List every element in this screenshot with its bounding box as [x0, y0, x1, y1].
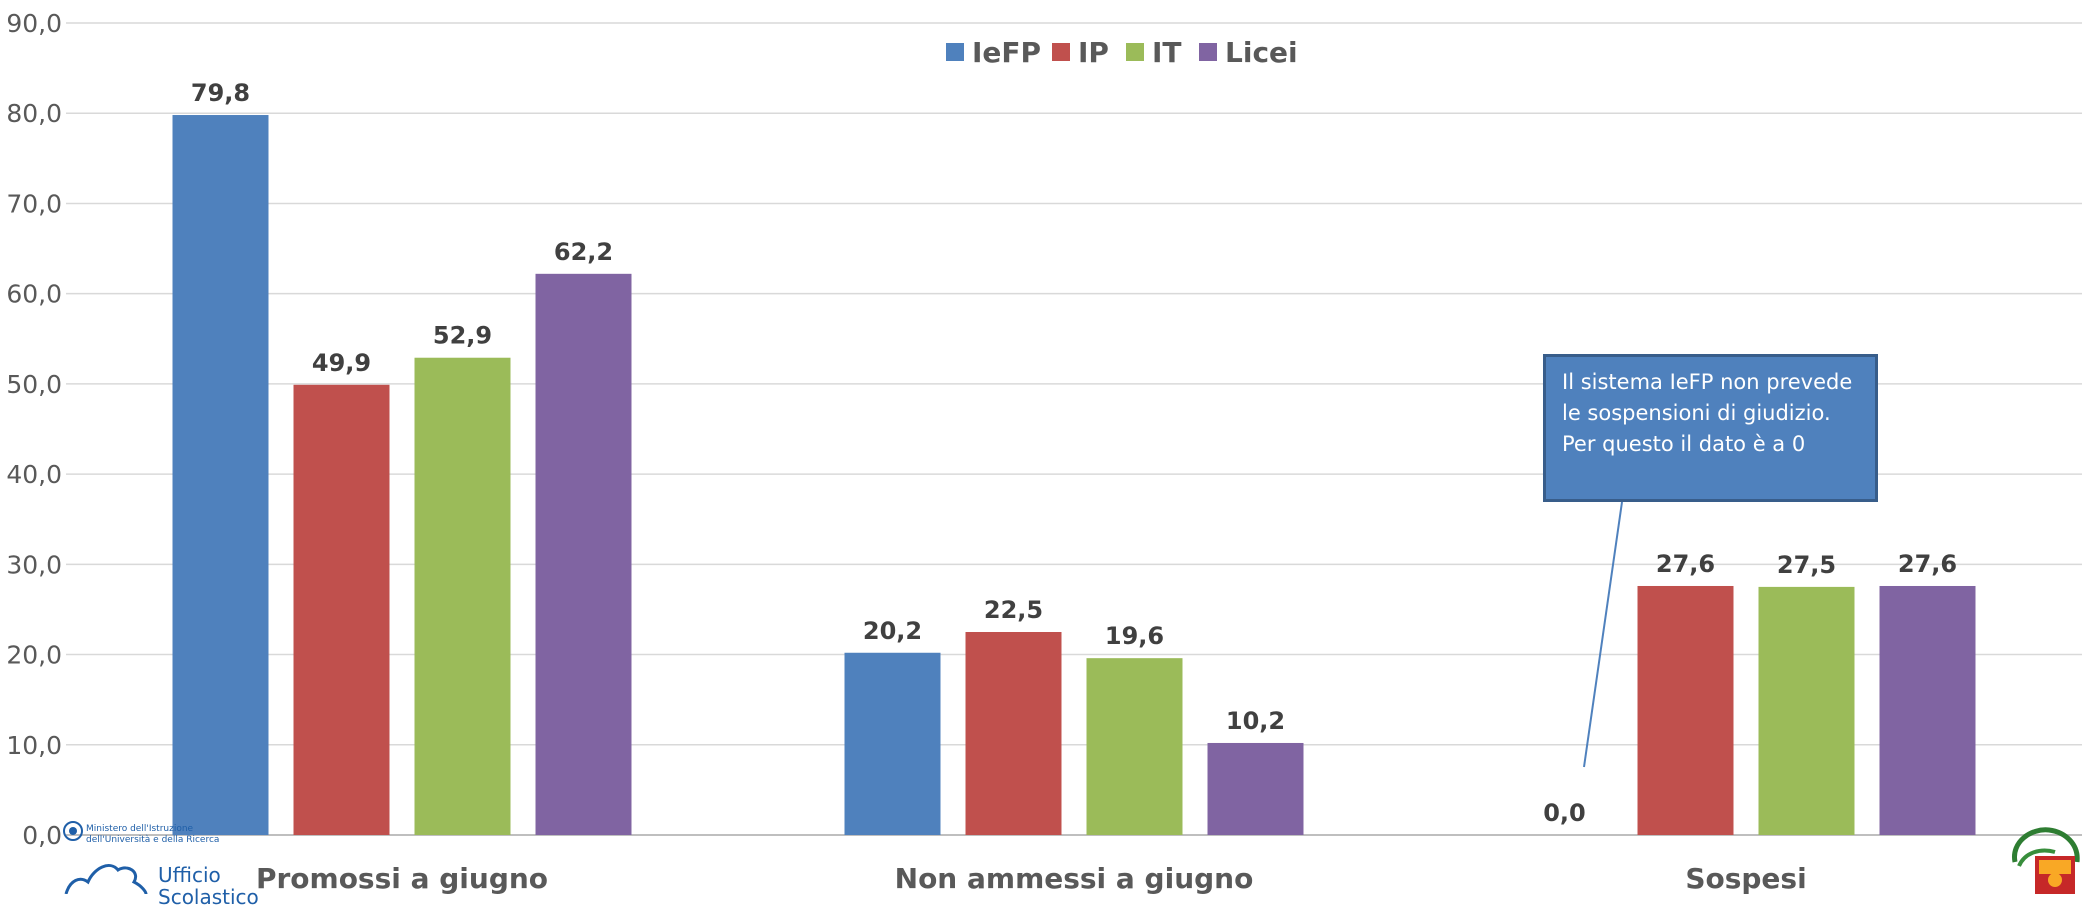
bar-licei: [1879, 585, 1976, 835]
legend: IeFP IP IT Licei: [946, 36, 1298, 69]
y-tick-label: 0,0: [22, 821, 62, 850]
data-label-ip: 27,6: [1656, 550, 1715, 578]
gridlines: [66, 22, 2082, 836]
category-labels: Promossi a giugno Non ammessi a giugno Sos…: [256, 862, 1807, 894]
data-label-it: 52,9: [433, 322, 492, 350]
data-label-licei: 27,6: [1898, 550, 1957, 578]
bar-iefp: [844, 652, 941, 835]
ministry-text-line-1: Ministero dell'Istruzione: [86, 824, 194, 834]
category-label: Non ammessi a giugno: [895, 862, 1254, 894]
annotation-line-1: Il sistema IeFP non prevede: [1562, 370, 1853, 394]
y-tick-label: 40,0: [6, 460, 62, 489]
data-label-iefp: 79,8: [191, 79, 250, 107]
y-tick-label: 60,0: [6, 280, 62, 309]
bar-it: [1086, 658, 1183, 835]
bar-ip: [965, 632, 1062, 835]
legend-swatch: [946, 43, 964, 61]
y-tick-label: 70,0: [6, 189, 62, 218]
y-tick-label: 80,0: [6, 99, 62, 128]
legend-item-ip: IP: [1052, 36, 1109, 69]
category-label: Sospesi: [1685, 862, 1806, 894]
bar-licei: [1207, 742, 1304, 835]
y-tick-label: 90,0: [6, 9, 62, 38]
legend-swatch: [1052, 43, 1070, 61]
y-tick-label: 50,0: [6, 370, 62, 399]
crest-icon: [2012, 827, 2080, 894]
bar-iefp: [172, 115, 269, 835]
data-labels: 79,8 49,9 52,9 62,2 20,2 22,5 19,6 10,2 0,0 27,6 2…: [191, 79, 1957, 827]
bar-it: [1758, 586, 1855, 835]
bar-ip: [1637, 585, 1734, 835]
y-tick-label: 30,0: [6, 550, 62, 579]
office-name: Ufficio Scolastico: [158, 863, 259, 909]
bar-it: [414, 357, 511, 835]
annotation-line-2: le sospensioni di giudizio.: [1562, 401, 1831, 425]
data-label-ip: 22,5: [984, 596, 1043, 624]
legend-item-licei: Licei: [1199, 36, 1298, 69]
data-label-iefp: 20,2: [863, 617, 922, 645]
ministry-emblem-icon: [63, 821, 148, 894]
data-label-licei: 62,2: [554, 238, 613, 266]
data-label-iefp: 0,0: [1543, 799, 1586, 827]
callout-leader-line: [1583, 501, 1623, 768]
legend-label: IP: [1078, 36, 1109, 69]
y-axis-ticks: 0,0 10,0 20,0 30,0 40,0 50,0 60,0 70,0 80,0 90,0: [6, 9, 62, 850]
data-label-it: 19,6: [1105, 622, 1164, 650]
ministry-logo: Ministero dell'Istruzione dell'Universit…: [58, 820, 259, 908]
bars: [172, 115, 1976, 836]
region-emblem: [2005, 822, 2082, 894]
legend-item-iefp: IeFP: [946, 36, 1041, 69]
ministry-text-line-2: dell'Università e della Ricerca: [86, 835, 220, 845]
bar-ip: [293, 384, 390, 835]
bar-licei: [535, 273, 632, 836]
annotation-callout: Il sistema IeFP non prevede le sospensio…: [1543, 354, 1878, 502]
data-label-it: 27,5: [1777, 551, 1836, 579]
legend-swatch: [1126, 43, 1144, 61]
legend-swatch: [1199, 43, 1217, 61]
data-label-ip: 49,9: [312, 349, 371, 377]
legend-item-it: IT: [1126, 36, 1182, 69]
legend-label: Licei: [1225, 36, 1298, 69]
y-tick-label: 10,0: [6, 731, 62, 760]
data-label-licei: 10,2: [1226, 707, 1285, 735]
legend-label: IT: [1152, 36, 1182, 69]
annotation-line-3: Per questo il dato è a 0: [1562, 432, 1806, 456]
category-label: Promossi a giugno: [256, 862, 548, 894]
y-tick-label: 20,0: [6, 641, 62, 670]
legend-label: IeFP: [972, 36, 1041, 69]
